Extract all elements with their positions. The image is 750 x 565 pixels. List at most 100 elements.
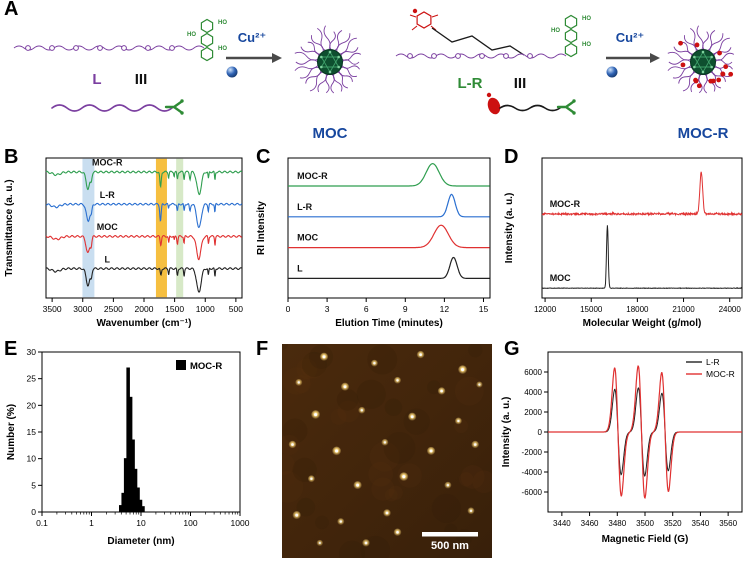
series-label: MOC <box>297 233 318 243</box>
x-axis-label: Wavenumber (cm⁻¹) <box>97 318 192 329</box>
y-axis-label: Intensity (a. u.) <box>504 193 515 264</box>
panel-a-scheme: A HO HO HO L III Cu²⁺ MOC HO HO HO L-R III Cu²⁺ MOC-R <box>0 0 750 148</box>
x-tick-label: 100 <box>183 518 197 528</box>
legend-label: MOC-R <box>706 369 735 379</box>
ftir-chart: 3500 3000 2500 2000 1500 1000 500 Wavenumber (c… <box>4 157 243 329</box>
copper-sphere <box>606 66 618 78</box>
label-cu2-2: Cu²⁺ <box>616 30 645 45</box>
ho-label: HO <box>187 32 196 38</box>
panel-g-epr: G 3440 3460 3480 3500 3520 3540 3560 -6000 -4000… <box>500 338 750 565</box>
copper-sphere <box>226 66 238 78</box>
series-label: MOC-R <box>297 171 328 181</box>
panel-label-f: F <box>256 338 269 360</box>
x-tick-label: 24000 <box>719 305 742 314</box>
ho-label: HO <box>218 20 227 26</box>
label-cu2: Cu²⁺ <box>238 30 267 45</box>
y-tick-label: 6000 <box>524 368 542 377</box>
panel-label-c: C <box>256 146 271 168</box>
x-axis-label: Molecular Weight (g/mol) <box>583 318 702 329</box>
series-label: MOC-R <box>92 158 123 168</box>
x-axis-label: Elution Time (minutes) <box>335 318 443 329</box>
label-mocr: MOC-R <box>678 125 729 142</box>
x-tick-label: 3440 <box>553 519 571 528</box>
panel-label-b: B <box>4 146 19 168</box>
x-tick-label: 18000 <box>626 305 649 314</box>
x-tick-label: 9 <box>403 304 408 314</box>
x-tick-label: 3000 <box>73 304 92 314</box>
label-lr: L-R <box>458 75 483 92</box>
label-l: L <box>92 71 101 88</box>
y-tick-label: -6000 <box>522 488 543 497</box>
y-tick-label: -2000 <box>522 448 543 457</box>
x-tick-label: 1500 <box>165 304 184 314</box>
series-label: L-R <box>297 202 312 212</box>
series-label: MOC-R <box>550 199 581 209</box>
x-axis-label: Magnetic Field (G) <box>602 534 689 545</box>
x-tick-label: 12000 <box>534 305 557 314</box>
series-label: L <box>105 254 111 264</box>
y-tick-label: 15 <box>27 427 37 437</box>
label-iii-2: III <box>514 75 527 92</box>
x-tick-label: 3460 <box>581 519 599 528</box>
y-axis-label: Number (%) <box>6 404 17 460</box>
panel-label-a: A <box>4 0 19 20</box>
scheme-a-drawing: HO HO HO L III Cu²⁺ MOC HO HO HO L-R III Cu²⁺ MOC-R <box>13 8 735 142</box>
x-tick-label: 3520 <box>664 519 682 528</box>
y-tick-label: 2000 <box>524 408 542 417</box>
radical-blob <box>487 97 501 115</box>
legend-label: L-R <box>706 357 720 367</box>
x-tick-label: 0 <box>286 304 291 314</box>
x-tick-label: 1000 <box>196 304 215 314</box>
series-label: MOC <box>550 273 571 283</box>
y-axis-label: Transmittance (a. u.) <box>4 179 15 276</box>
label-iii: III <box>135 71 148 88</box>
legend-label: MOC-R <box>190 361 222 372</box>
x-tick-label: 10 <box>136 518 146 528</box>
y-tick-label: 0 <box>31 507 36 517</box>
x-tick-label: 1000 <box>231 518 250 528</box>
label-moc: MOC <box>313 125 348 142</box>
ho-label: HO <box>218 46 227 52</box>
ho-label: HO <box>582 16 591 22</box>
y-tick-label: 10 <box>27 454 37 464</box>
y-tick-label: 0 <box>538 428 543 437</box>
y-axis-label: Intensity (a. u.) <box>501 397 512 468</box>
y-tick-label: 20 <box>27 400 37 410</box>
x-tick-label: 15000 <box>580 305 603 314</box>
mass-spec-chart: 12000 15000 18000 21000 24000 Molecular Weigh… <box>504 157 743 329</box>
x-tick-label: 2000 <box>135 304 154 314</box>
dls-histogram: 0.1 1 10 100 1000 0 5 10 15 20 25 30 Diameter (nm) Nu… <box>6 347 250 547</box>
y-axis-label: RI Intensity <box>256 201 267 255</box>
ho-label: HO <box>551 28 560 34</box>
x-tick-label: 21000 <box>672 305 695 314</box>
x-tick-label: 6 <box>364 304 369 314</box>
epr-chart: 3440 3460 3480 3500 3520 3540 3560 -6000 -4000 -2… <box>501 351 743 545</box>
panel-label-e: E <box>4 338 18 360</box>
x-tick-label: 3540 <box>692 519 710 528</box>
y-tick-label: -4000 <box>522 468 543 477</box>
x-axis-label: Diameter (nm) <box>107 536 174 547</box>
x-tick-label: 3560 <box>719 519 737 528</box>
y-tick-label: 25 <box>27 374 37 384</box>
y-tick-label: 30 <box>27 347 37 357</box>
y-tick-label: 5 <box>31 480 36 490</box>
y-tick-label: 4000 <box>524 388 542 397</box>
x-tick-label: 3 <box>325 304 330 314</box>
panel-label-g: G <box>504 338 520 360</box>
panel-label-d: D <box>504 146 519 168</box>
panel-d-mass-spec: D 12000 15000 18000 21000 24000 Molecular Wei… <box>500 146 750 340</box>
panel-e-dls: E 0.1 1 10 100 1000 0 5 10 15 20 25 30 Diameter (nm)… <box>0 338 250 565</box>
x-tick-label: 12 <box>440 304 450 314</box>
x-tick-label: 0.1 <box>36 518 48 528</box>
panel-f-afm: F 500 nm <box>252 338 500 565</box>
series-label: MOC <box>97 222 118 232</box>
series-label: L <box>297 263 303 273</box>
gpc-chart: 0 3 6 9 12 15 Elution Time (minutes) RI Intensi… <box>256 157 491 329</box>
histogram-bar <box>141 506 145 513</box>
series-label: L-R <box>100 190 115 200</box>
x-tick-label: 3500 <box>636 519 654 528</box>
panel-c-gpc: C 0 3 6 9 12 15 Elution Time (minutes) RI Inten… <box>252 146 500 340</box>
legend-swatch <box>176 360 186 370</box>
x-tick-label: 2500 <box>104 304 123 314</box>
